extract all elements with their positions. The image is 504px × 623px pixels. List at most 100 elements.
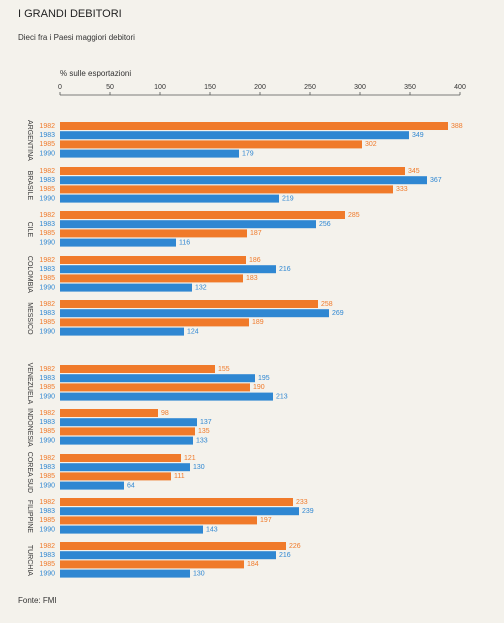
series-label: 1990 [39, 393, 55, 400]
value-label: 155 [218, 366, 230, 373]
series-label: 1982 [39, 123, 55, 130]
bar [60, 176, 427, 185]
bar [60, 300, 318, 308]
bar [60, 569, 190, 578]
series-label: 1983 [39, 419, 55, 426]
x-tick-label: 250 [304, 84, 316, 91]
bar [60, 436, 193, 445]
series-label: 1985 [39, 275, 55, 282]
series-label: 1983 [39, 310, 55, 317]
series-label: 1985 [39, 517, 55, 524]
value-label: 189 [252, 319, 264, 326]
value-label: 143 [206, 526, 218, 533]
category-label: FILIPPINE [26, 500, 33, 533]
value-label: 269 [332, 310, 344, 317]
series-label: 1990 [39, 284, 55, 291]
value-label: 130 [193, 570, 205, 577]
bar [60, 498, 293, 506]
value-label: 186 [249, 257, 261, 264]
source: Fonte: FMI [18, 596, 57, 605]
bar [60, 551, 276, 560]
series-label: 1982 [39, 455, 55, 462]
value-label: 388 [451, 123, 463, 130]
bar [60, 525, 203, 534]
category-label: VENEZUELA [26, 363, 33, 405]
series-label: 1985 [39, 319, 55, 326]
bar [60, 516, 257, 525]
category-label: COREA SUD [26, 452, 33, 493]
x-tick-label: 150 [204, 84, 216, 91]
value-label: 345 [408, 168, 420, 175]
bar [60, 309, 329, 318]
x-tick-label: 0 [58, 84, 62, 91]
series-label: 1983 [39, 177, 55, 184]
bar [60, 427, 195, 436]
category-label: BRASILE [26, 171, 33, 201]
series-label: 1985 [39, 230, 55, 237]
series-label: 1982 [39, 257, 55, 264]
category-label: TURCHIA [26, 545, 33, 576]
value-label: 137 [200, 419, 212, 426]
series-label: 1982 [39, 212, 55, 219]
bar [60, 185, 393, 194]
series-label: 1990 [39, 328, 55, 335]
x-axis-label: % sulle esportazioni [60, 69, 131, 78]
series-label: 1985 [39, 473, 55, 480]
bar [60, 560, 244, 569]
series-label: 1982 [39, 301, 55, 308]
category-label: ARGENTINA [26, 120, 33, 161]
value-label: 133 [196, 437, 208, 444]
bar [60, 220, 316, 229]
value-label: 226 [289, 543, 301, 550]
value-label: 213 [276, 393, 288, 400]
bar [60, 211, 345, 219]
series-label: 1983 [39, 508, 55, 515]
series-label: 1990 [39, 526, 55, 533]
series-label: 1983 [39, 221, 55, 228]
bar [60, 481, 124, 490]
value-label: 135 [198, 428, 210, 435]
bar [60, 454, 181, 462]
x-tick-label: 350 [404, 84, 416, 91]
bar [60, 374, 255, 383]
value-label: 195 [258, 375, 270, 382]
series-label: 1985 [39, 186, 55, 193]
series-label: 1982 [39, 366, 55, 373]
value-label: 216 [279, 266, 291, 273]
value-label: 183 [246, 275, 258, 282]
series-label: 1990 [39, 437, 55, 444]
chart-subtitle: Dieci fra i Paesi maggiori debitori [18, 33, 135, 42]
bar [60, 122, 448, 130]
series-label: 1982 [39, 168, 55, 175]
category-label: CILE [26, 222, 33, 238]
series-label: 1990 [39, 150, 55, 157]
bar [60, 167, 405, 175]
value-label: 121 [184, 455, 196, 462]
bar [60, 283, 192, 292]
bar [60, 365, 215, 373]
bar [60, 229, 247, 238]
x-tick-label: 400 [454, 84, 466, 91]
series-label: 1985 [39, 141, 55, 148]
bar [60, 194, 279, 203]
series-label: 1982 [39, 410, 55, 417]
series-label: 1983 [39, 266, 55, 273]
bar [60, 140, 362, 149]
series-label: 1990 [39, 195, 55, 202]
value-label: 285 [348, 212, 360, 219]
series-label: 1990 [39, 239, 55, 246]
series-label: 1990 [39, 570, 55, 577]
series-label: 1983 [39, 375, 55, 382]
value-label: 219 [282, 195, 294, 202]
value-label: 98 [161, 410, 169, 417]
x-tick-label: 300 [354, 84, 366, 91]
bar [60, 383, 250, 392]
value-label: 184 [247, 561, 259, 568]
x-tick-label: 200 [254, 84, 266, 91]
bar [60, 149, 239, 158]
bar [60, 542, 286, 550]
bar [60, 274, 243, 283]
series-label: 1990 [39, 482, 55, 489]
bar [60, 418, 197, 427]
